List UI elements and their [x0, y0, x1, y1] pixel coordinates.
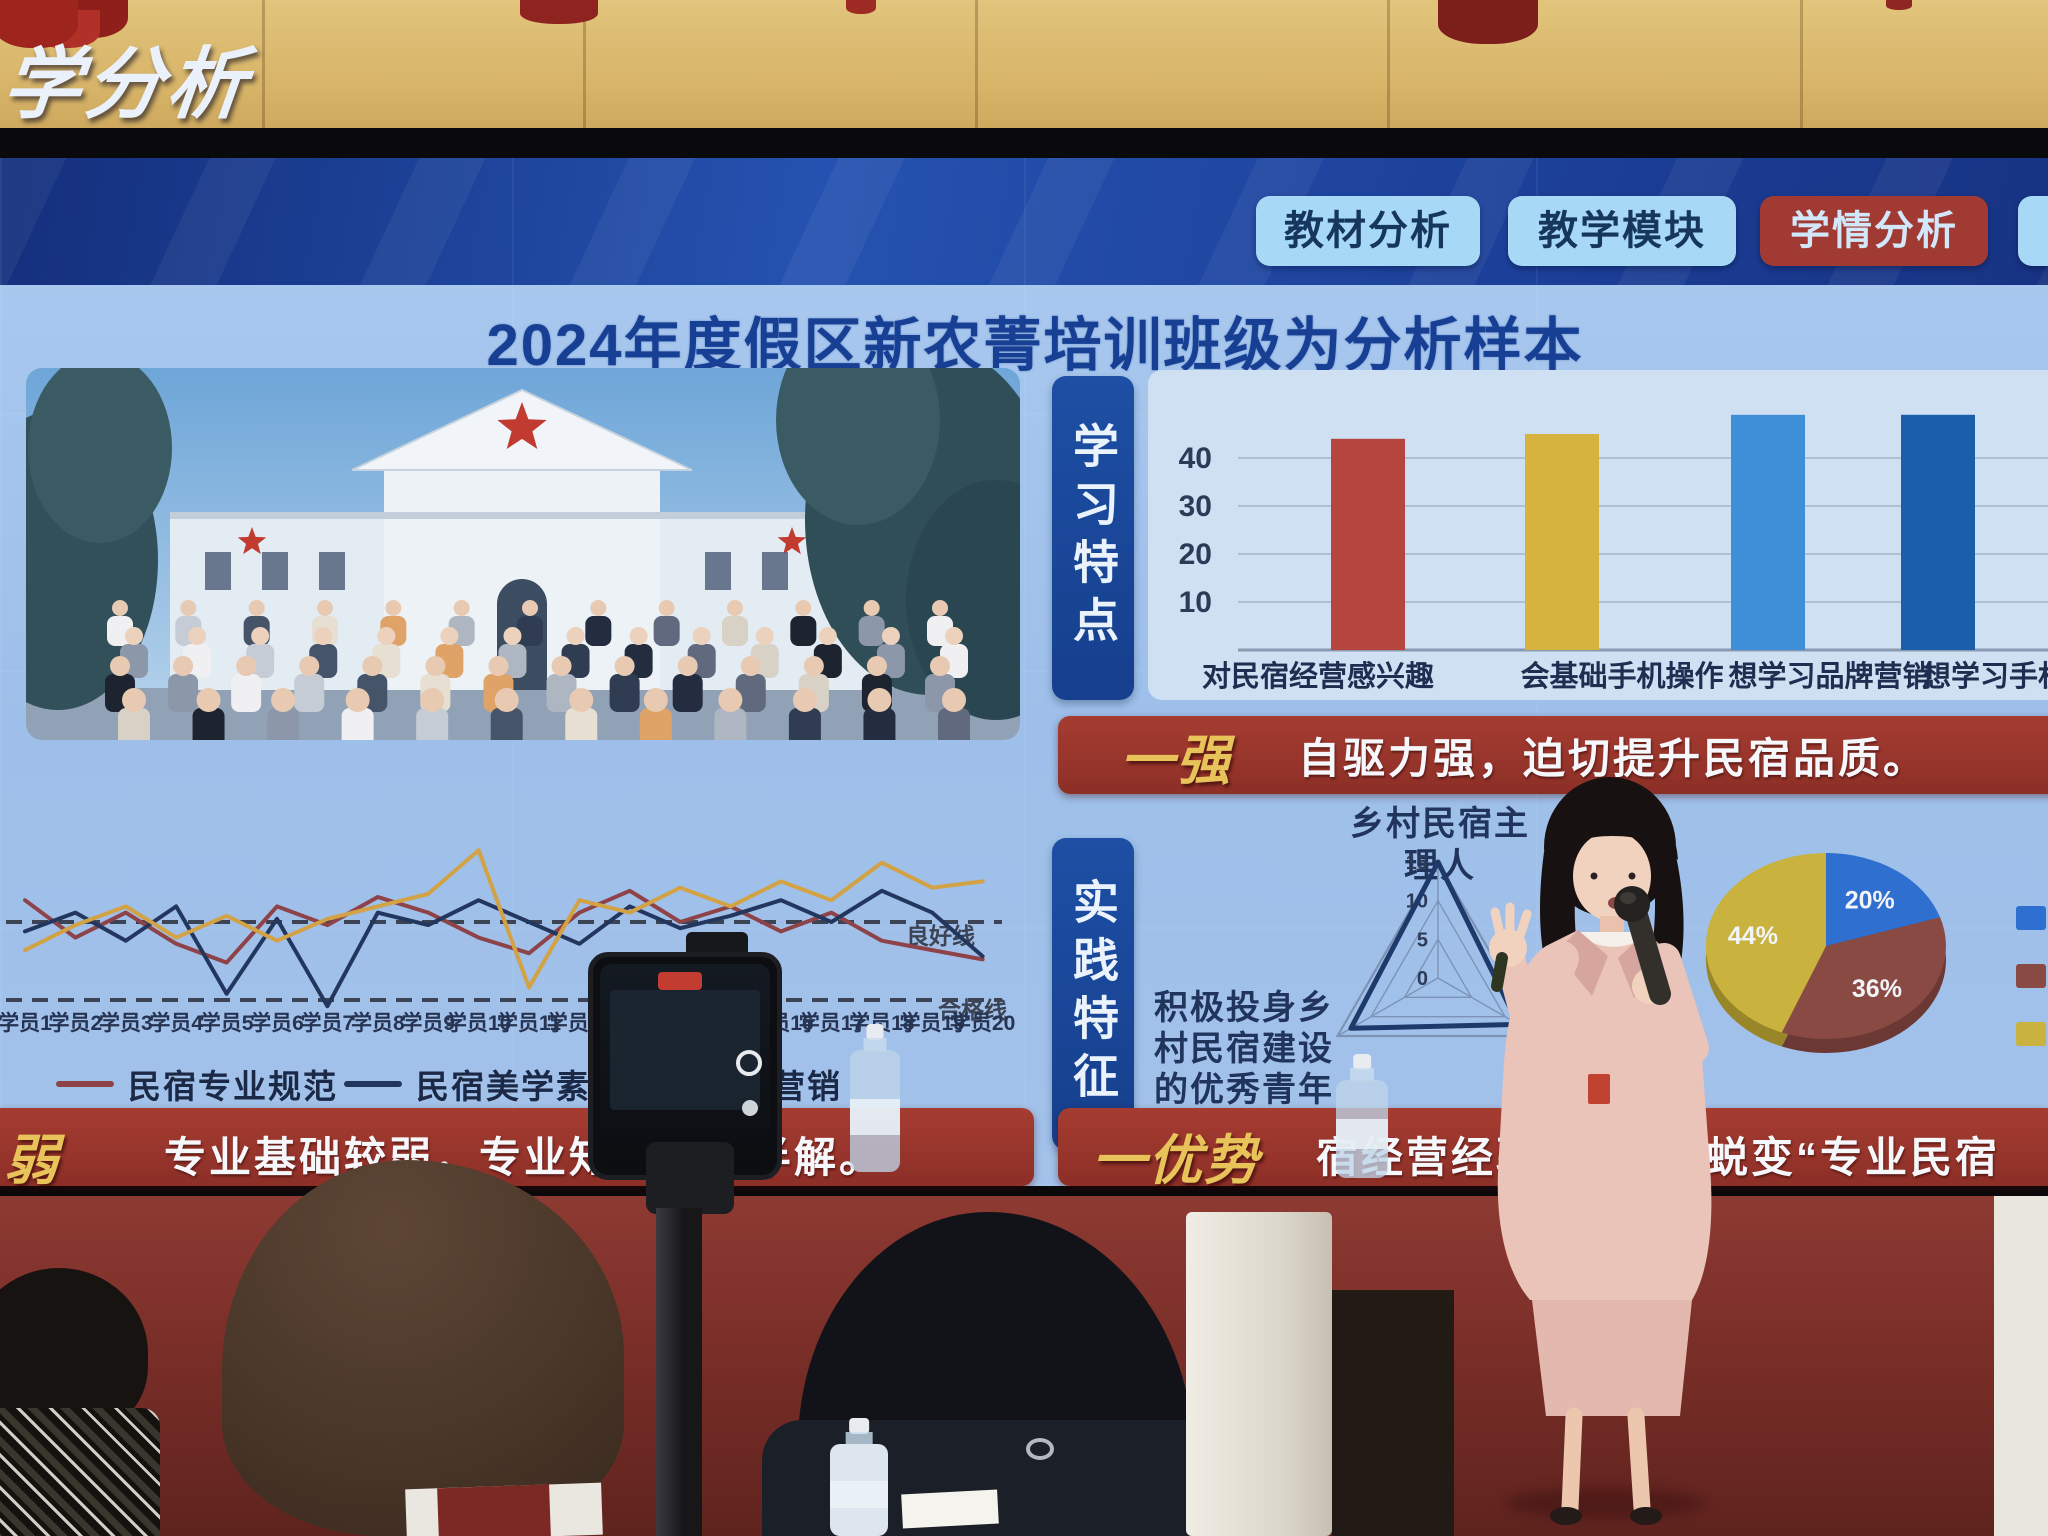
- room-pillar: [1994, 1196, 2048, 1536]
- bottle-cap: [866, 1024, 884, 1040]
- presenter-bangs: [1546, 800, 1678, 860]
- ceiling-decor-icon: [846, 0, 876, 14]
- bottle-body: [830, 1444, 888, 1536]
- jacket-logo-icon: [1026, 1438, 1054, 1460]
- presenter-eye: [1590, 872, 1598, 880]
- legend-label-3-partial: 营销: [772, 1068, 842, 1105]
- section-label-practice-traits: 实践特征: [1052, 838, 1134, 1150]
- presenter-leg: [1627, 1407, 1651, 1517]
- presenter-shoe: [1550, 1507, 1582, 1525]
- phone-camera-view: [610, 990, 760, 1110]
- presenter-shoe: [1630, 1507, 1662, 1525]
- wall-seam: [975, 0, 978, 132]
- radar-axis-label-left-line1: 积极投身乡: [1154, 989, 1334, 1027]
- bottle-label: [830, 1480, 888, 1509]
- shadow-area: [1332, 1290, 1454, 1536]
- banner-advantage-fragment2: 蜕变“专业民宿: [1706, 1134, 2001, 1181]
- legend-dash-red: [56, 1081, 114, 1087]
- bottle-body: [1336, 1080, 1388, 1178]
- bottle-cap: [1353, 1054, 1371, 1070]
- tripod-pole: [656, 1208, 702, 1536]
- radar-axis-label-left-line2: 村民宿建设: [1154, 1030, 1334, 1068]
- bottle-body: [850, 1050, 900, 1172]
- legend-dash-navy: [344, 1081, 402, 1087]
- presenter-finger: [1490, 907, 1505, 939]
- microphone-head: [1614, 886, 1650, 922]
- bottle-neck: [863, 1038, 887, 1052]
- shutter-button-icon: [736, 1050, 762, 1076]
- bottle-label: [1336, 1119, 1388, 1149]
- wall-seam: [1800, 0, 1803, 132]
- photo-date-caption: 2024年11月: [752, 378, 909, 406]
- ceiling-decor-icon: [1886, 0, 1912, 10]
- ceiling-decor-icon: [1438, 0, 1538, 44]
- phone-clamp-bottom: [646, 1142, 734, 1214]
- banner-strength-text: 自驱力强，迫切提升民宿品质。: [1298, 734, 1929, 782]
- slide-title: 2024年度假区新农菁培训班级为分析样本: [486, 313, 1584, 378]
- microphone: [1625, 901, 1671, 1005]
- banner-advantage-tag: 一优势: [1092, 1131, 1260, 1191]
- presenter-skirt: [1532, 1300, 1692, 1416]
- presenter-clicker: [1491, 952, 1508, 992]
- slide-header-band: [0, 158, 2048, 285]
- line-legend-item-2: 民宿美学素养: [344, 1060, 626, 1108]
- radar-axis-label-top-line1: 乡村民宿主: [1350, 805, 1530, 843]
- water-bottle: [850, 1024, 900, 1172]
- presenter-leg: [1561, 1407, 1583, 1517]
- presenter-shadow: [1505, 1488, 1705, 1518]
- record-indicator-icon: [658, 972, 702, 990]
- camera-control-icon: [742, 1100, 758, 1116]
- bottle-label: [850, 1098, 900, 1136]
- wall-seam: [1387, 0, 1390, 132]
- water-bottle: [830, 1418, 888, 1536]
- banner-weakness-tag: 弱: [4, 1131, 60, 1191]
- presenter-badge: [1588, 1074, 1610, 1104]
- phone-screen: [600, 964, 770, 1168]
- tab-partial: [2018, 196, 2048, 266]
- line-legend-item-1: 民宿专业规范: [56, 1060, 338, 1108]
- table-with-runner: [405, 1482, 603, 1536]
- audience-member-shoulders: [0, 1408, 160, 1536]
- paper-on-table: [901, 1489, 999, 1529]
- audience-member-brown-hair: [222, 1160, 624, 1536]
- presenter-woman: [1489, 777, 1712, 1525]
- radar-axis-label-left: 积极投身乡 村民宿建设 的优秀青年: [1146, 988, 1342, 1111]
- legend-label-1: 民宿专业规范: [128, 1068, 338, 1105]
- presenter-neck: [1600, 916, 1624, 932]
- radar-axis-label-left-line3: 的优秀青年: [1154, 1071, 1334, 1109]
- water-bottle: [1336, 1054, 1388, 1178]
- tab-learner-analysis-active: 学情分析: [1760, 196, 1988, 266]
- ceiling-decor-icon: [0, 0, 78, 48]
- presenter-finger: [1515, 909, 1532, 941]
- wall-seam: [262, 0, 265, 132]
- tab-teaching-modules: 教学模块: [1508, 196, 1736, 266]
- presenter-right-forearm: [1495, 943, 1547, 1057]
- presenter-eye: [1628, 872, 1636, 880]
- tab-textbook-analysis: 教材分析: [1256, 196, 1480, 266]
- bottle-cap: [849, 1418, 869, 1434]
- bottle-neck: [845, 1432, 873, 1446]
- table-runner: [437, 1484, 551, 1536]
- room-pillar: [1186, 1212, 1332, 1536]
- section-label-learning-traits: 学习特点: [1052, 376, 1134, 700]
- banner-strength: 一强 自驱力强，迫切提升民宿品质。: [1058, 716, 2048, 794]
- slide-header-partial-title: 学分析: [0, 40, 255, 128]
- bottle-neck: [1350, 1068, 1374, 1082]
- microphone-highlight: [1620, 892, 1636, 904]
- wall-seam: [583, 0, 586, 132]
- ceiling-decor-icon: [520, 0, 598, 24]
- banner-strength-tag: 一强: [1120, 730, 1232, 791]
